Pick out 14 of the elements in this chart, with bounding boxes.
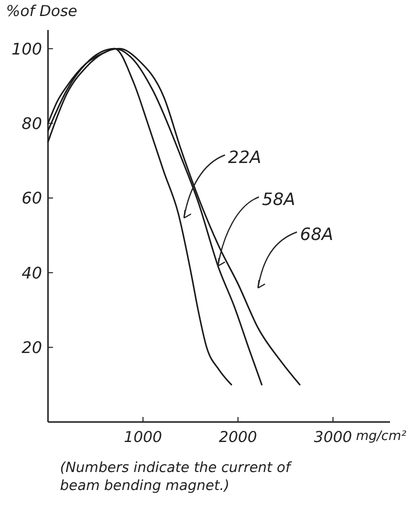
text: (Numbers indicate the current of beam bending magnet.) bbox=[60, 460, 292, 494]
text: 58A bbox=[262, 190, 296, 210]
y-tick-label: 100 bbox=[11, 39, 42, 58]
y-tick-label: 80 bbox=[22, 114, 42, 133]
text: 22A bbox=[228, 148, 262, 168]
y-tick-label: 60 bbox=[22, 188, 42, 208]
y-tick-label: 40 bbox=[22, 263, 42, 282]
x-tick-label: 1000 bbox=[124, 428, 162, 446]
x-tick-label: 2000 bbox=[218, 428, 258, 446]
y-axis-title: %of Dose bbox=[6, 2, 78, 20]
text: 68A bbox=[300, 225, 334, 245]
y-tick-label: 20 bbox=[22, 338, 42, 357]
x-tick-label: 3000 bbox=[314, 428, 352, 446]
x-axis-title: mg/cm² bbox=[356, 429, 406, 444]
